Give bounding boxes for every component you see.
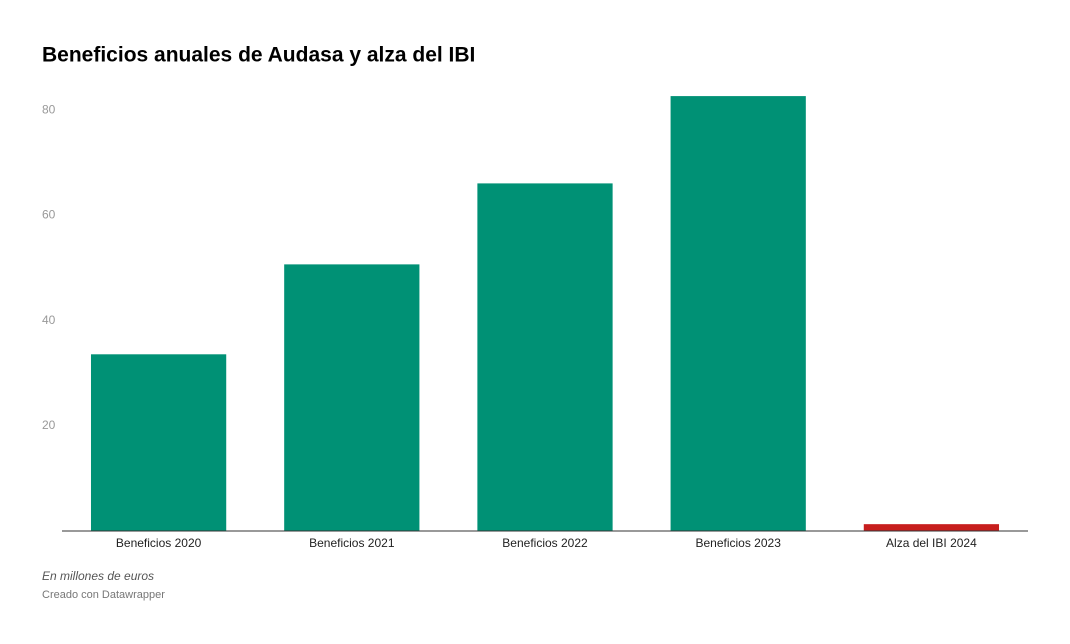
x-tick-label: Beneficios 2023 — [695, 536, 781, 550]
bar — [670, 96, 806, 532]
y-tick-label: 60 — [42, 208, 56, 222]
source: Creado con Datawrapper — [42, 589, 165, 601]
notes: En millones de euros — [42, 569, 154, 583]
y-tick-label: 20 — [42, 418, 56, 432]
bar — [90, 354, 227, 531]
x-tick-label: Beneficios 2022 — [502, 536, 588, 550]
chart-title: Beneficios anuales de Audasa y alza del … — [42, 44, 475, 67]
x-tick-label: Beneficios 2020 — [116, 536, 202, 550]
x-tick-label: Beneficios 2021 — [309, 536, 395, 550]
bar — [863, 524, 1000, 531]
bar — [284, 264, 420, 531]
y-tick-label: 80 — [42, 102, 56, 116]
x-tick-label: Alza del IBI 2024 — [886, 536, 977, 550]
y-tick-label: 40 — [42, 313, 56, 327]
bar — [477, 183, 613, 531]
